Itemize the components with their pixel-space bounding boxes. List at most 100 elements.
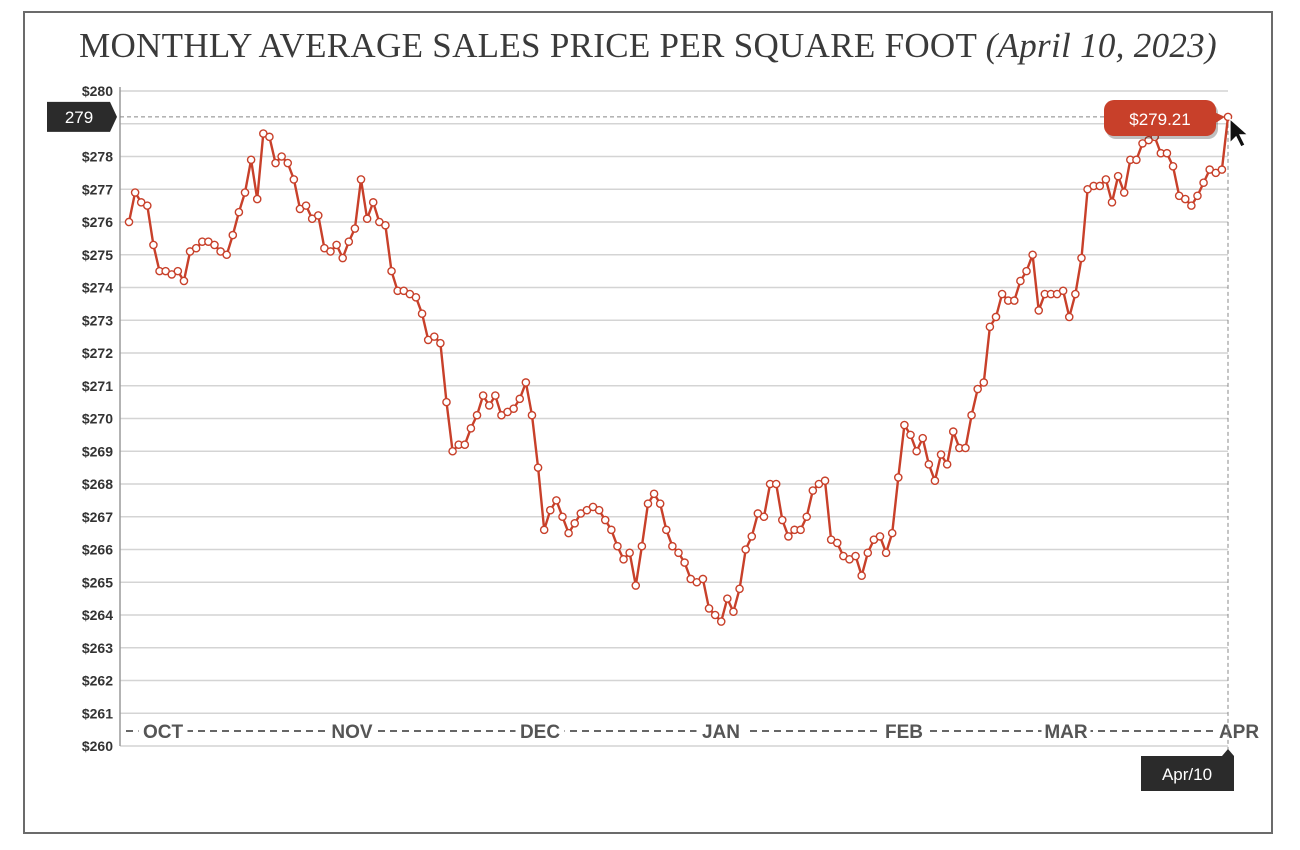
data-point[interactable] <box>735 584 744 594</box>
data-point[interactable] <box>979 378 989 387</box>
data-point[interactable] <box>271 158 280 168</box>
data-point[interactable] <box>674 548 683 558</box>
data-point[interactable] <box>124 217 134 227</box>
data-point[interactable] <box>173 266 183 276</box>
data-point[interactable] <box>594 505 604 515</box>
data-point[interactable] <box>246 155 256 165</box>
data-point[interactable] <box>283 158 293 168</box>
data-point[interactable] <box>948 427 958 436</box>
data-point[interactable] <box>1064 312 1074 322</box>
data-point[interactable] <box>429 332 439 341</box>
data-point[interactable] <box>1095 181 1105 191</box>
data-point[interactable] <box>179 276 189 286</box>
data-point[interactable] <box>887 528 897 538</box>
data-point[interactable] <box>143 201 152 210</box>
data-point[interactable] <box>832 538 842 548</box>
data-point[interactable] <box>533 463 543 472</box>
data-point[interactable] <box>906 430 915 440</box>
data-point[interactable] <box>716 617 726 626</box>
data-point[interactable] <box>649 489 659 499</box>
data-point[interactable] <box>289 175 299 184</box>
data-point[interactable] <box>759 512 769 522</box>
data-point[interactable] <box>1071 289 1080 299</box>
data-point[interactable] <box>338 253 347 263</box>
data-point[interactable] <box>515 394 525 404</box>
data-point[interactable] <box>655 499 665 508</box>
data-point[interactable] <box>381 220 390 230</box>
data-point[interactable] <box>484 401 494 410</box>
data-point[interactable] <box>729 607 738 617</box>
data-point[interactable] <box>857 571 866 581</box>
data-point[interactable] <box>460 440 470 450</box>
data-point[interactable] <box>894 473 903 482</box>
data-point[interactable] <box>1217 165 1227 174</box>
data-point[interactable] <box>491 391 500 400</box>
data-point[interactable] <box>668 541 677 551</box>
data-point[interactable] <box>930 476 940 486</box>
data-point[interactable] <box>741 545 750 554</box>
data-point[interactable] <box>332 240 341 250</box>
data-point[interactable] <box>527 410 537 420</box>
data-point[interactable] <box>356 175 366 184</box>
data-point[interactable] <box>1193 191 1202 201</box>
data-point[interactable] <box>1113 171 1123 181</box>
data-point[interactable] <box>680 558 689 567</box>
data-point[interactable] <box>723 594 732 603</box>
data-point[interactable] <box>637 541 647 551</box>
data-point[interactable] <box>466 424 476 433</box>
data-point[interactable] <box>570 519 580 528</box>
data-point[interactable] <box>710 610 720 620</box>
data-point[interactable] <box>881 548 891 558</box>
data-point[interactable] <box>521 378 531 387</box>
data-point[interactable] <box>350 224 360 233</box>
data-point[interactable] <box>1028 250 1037 260</box>
data-point[interactable] <box>631 581 641 590</box>
data-point[interactable] <box>1180 194 1190 204</box>
data-point[interactable] <box>222 250 231 260</box>
data-point[interactable] <box>936 450 946 459</box>
data-point[interactable] <box>973 384 982 394</box>
data-point[interactable] <box>228 230 238 240</box>
data-point[interactable] <box>1034 306 1044 315</box>
data-point[interactable] <box>912 446 921 456</box>
data-point[interactable] <box>564 528 573 538</box>
data-point[interactable] <box>234 207 244 217</box>
data-point[interactable] <box>747 532 757 541</box>
data-point[interactable] <box>851 551 860 561</box>
data-point[interactable] <box>1168 162 1178 171</box>
data-point[interactable] <box>1016 276 1025 286</box>
data-point[interactable] <box>301 201 311 210</box>
data-point[interactable] <box>985 322 995 332</box>
data-point[interactable] <box>509 404 518 413</box>
data-point[interactable] <box>1101 175 1111 184</box>
data-point[interactable] <box>545 505 555 515</box>
data-point[interactable] <box>240 188 250 197</box>
data-point[interactable] <box>411 293 421 302</box>
data-point[interactable] <box>820 476 830 486</box>
data-point[interactable] <box>1199 178 1208 187</box>
data-point[interactable] <box>552 496 561 505</box>
data-point[interactable] <box>277 152 286 161</box>
data-point[interactable] <box>210 240 219 250</box>
data-point[interactable] <box>875 532 885 541</box>
data-point[interactable] <box>704 604 714 613</box>
data-point[interactable] <box>600 515 610 525</box>
data-point[interactable] <box>436 338 445 348</box>
data-point[interactable] <box>924 460 934 469</box>
data-point[interactable] <box>942 460 952 469</box>
data-point[interactable] <box>771 479 781 489</box>
data-point[interactable] <box>558 512 567 522</box>
data-point[interactable] <box>313 211 323 220</box>
data-point[interactable] <box>1119 188 1129 197</box>
data-point[interactable] <box>1022 266 1031 276</box>
data-point[interactable] <box>991 312 1001 322</box>
data-point[interactable] <box>808 486 818 495</box>
data-point[interactable] <box>784 532 793 541</box>
data-point[interactable] <box>472 410 482 420</box>
data-point[interactable] <box>777 515 787 525</box>
data-point[interactable] <box>625 548 634 558</box>
data-point[interactable] <box>448 446 457 456</box>
data-point[interactable] <box>643 499 653 508</box>
data-point[interactable] <box>1132 155 1141 165</box>
